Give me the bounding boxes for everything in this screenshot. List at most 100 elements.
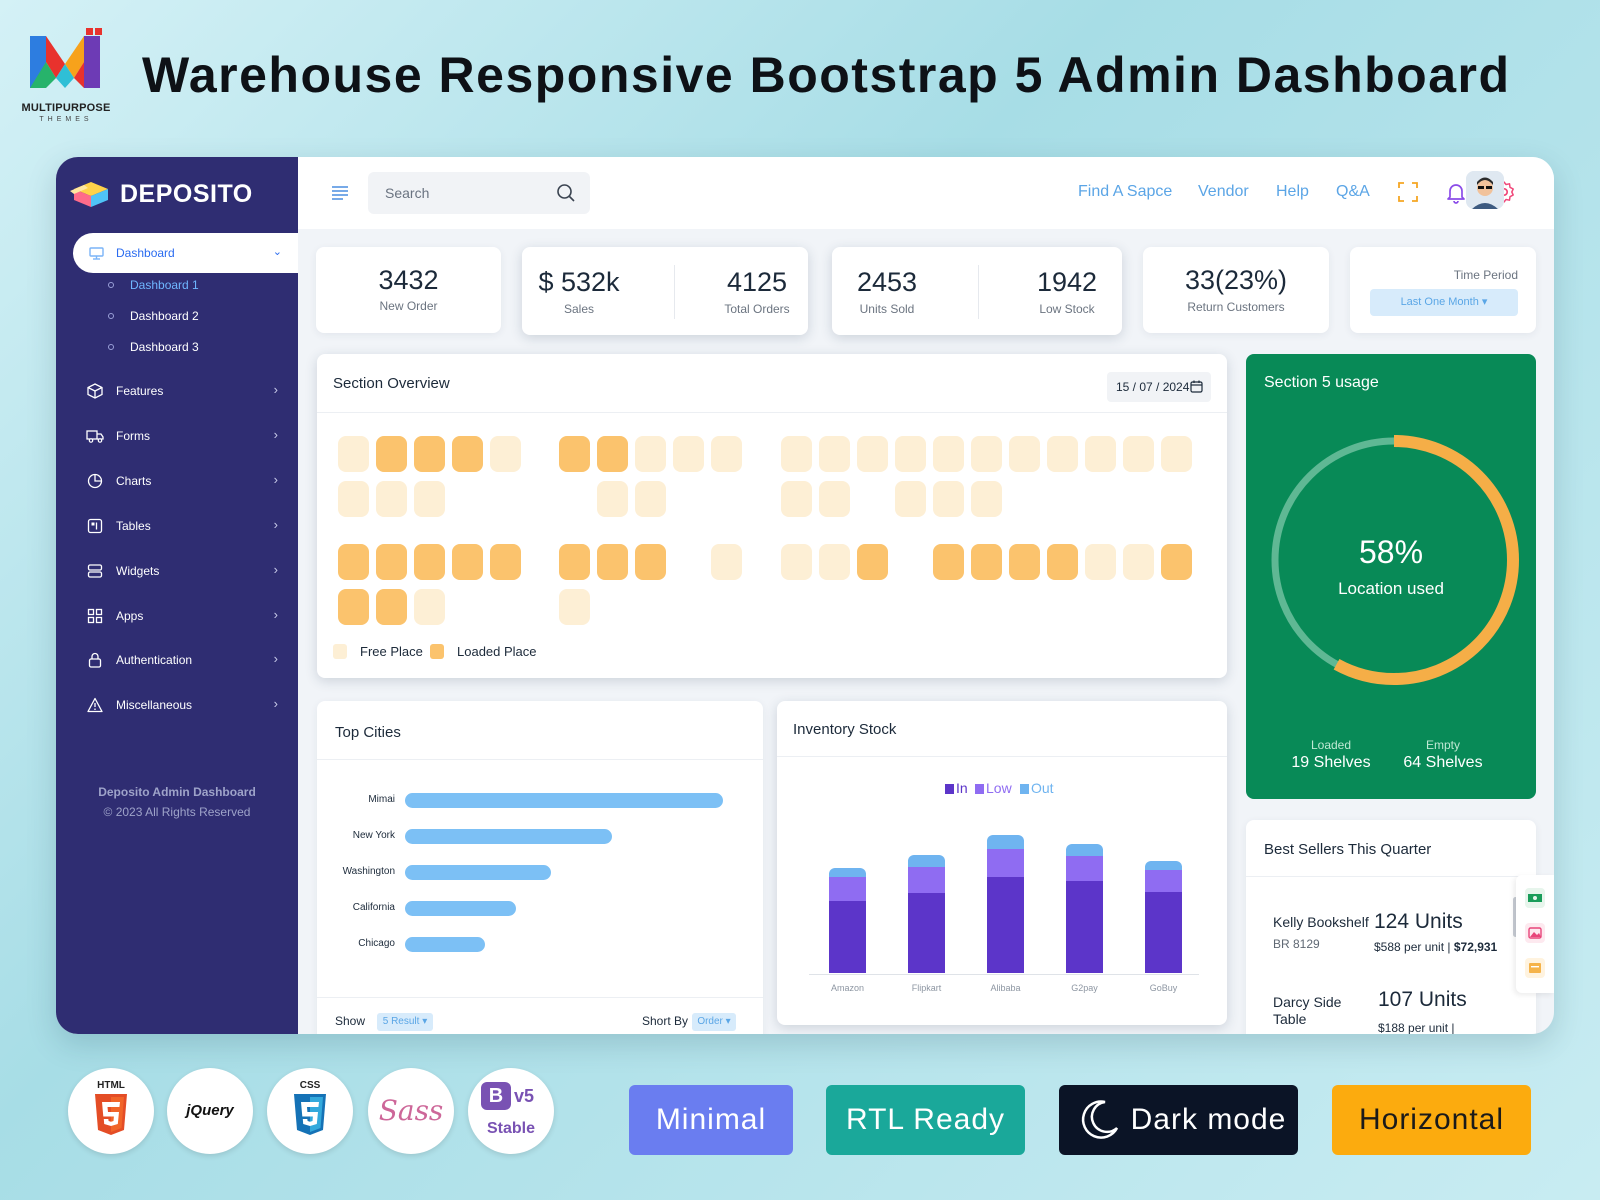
shelf-cell-loaded[interactable]	[1161, 544, 1192, 580]
bar-segment-out[interactable]	[1145, 861, 1182, 870]
nav-link-vendor[interactable]: Vendor	[1198, 183, 1249, 200]
bell-icon[interactable]	[1444, 180, 1468, 204]
shelf-cell-free[interactable]	[338, 436, 369, 472]
fullscreen-icon[interactable]	[1396, 180, 1420, 204]
shelf-cell-loaded[interactable]	[559, 436, 590, 472]
shelf-cell-loaded[interactable]	[635, 544, 666, 580]
bar-segment-out[interactable]	[1066, 844, 1103, 856]
shelf-cell-free[interactable]	[933, 436, 964, 472]
shelf-cell-loaded[interactable]	[559, 544, 590, 580]
shelf-cell-free[interactable]	[1123, 436, 1154, 472]
shelf-cell-free[interactable]	[819, 544, 850, 580]
show-dropdown[interactable]: 5 Result ▾	[377, 1013, 433, 1031]
shelf-cell-free[interactable]	[711, 436, 742, 472]
image-icon[interactable]	[1525, 923, 1545, 943]
shelf-cell-loaded[interactable]	[376, 436, 407, 472]
shelf-cell-free[interactable]	[781, 436, 812, 472]
nav-link-qa[interactable]: Q&A	[1336, 183, 1370, 200]
bar-segment-low[interactable]	[1145, 870, 1182, 892]
sidebar-item-forms[interactable]: Forms ›	[86, 424, 282, 448]
shelf-cell-free[interactable]	[1047, 436, 1078, 472]
money-icon[interactable]	[1525, 888, 1545, 908]
bar-segment-in[interactable]	[1066, 881, 1103, 973]
shelf-cell-free[interactable]	[376, 481, 407, 517]
shelf-cell-free[interactable]	[971, 436, 1002, 472]
shelf-cell-loaded[interactable]	[414, 436, 445, 472]
time-period-dropdown[interactable]: Last One Month ▾	[1370, 289, 1518, 316]
shelf-cell-free[interactable]	[1161, 436, 1192, 472]
city-bar[interactable]	[405, 829, 612, 844]
city-bar[interactable]	[405, 793, 723, 808]
shelf-cell-free[interactable]	[673, 436, 704, 472]
sidebar-subitem-dashboard-3[interactable]: Dashboard 3	[108, 340, 199, 354]
shelf-cell-free[interactable]	[635, 481, 666, 517]
sidebar-subitem-dashboard-1[interactable]: Dashboard 1	[108, 278, 199, 292]
nav-link-find-space[interactable]: Find A Sapce	[1078, 183, 1173, 200]
shelf-cell-free[interactable]	[1123, 544, 1154, 580]
sidebar-item-tables[interactable]: Tables ›	[86, 514, 282, 538]
shelf-cell-free[interactable]	[971, 481, 1002, 517]
avatar[interactable]	[1466, 171, 1504, 209]
shelf-cell-loaded[interactable]	[1009, 544, 1040, 580]
shelf-cell-free[interactable]	[1085, 544, 1116, 580]
shelf-cell-loaded[interactable]	[452, 544, 483, 580]
shelf-cell-free[interactable]	[635, 436, 666, 472]
menu-icon[interactable]	[330, 182, 350, 202]
sidebar-item-widgets[interactable]: Widgets ›	[86, 559, 282, 583]
shelf-cell-loaded[interactable]	[597, 436, 628, 472]
sidebar-subitem-dashboard-2[interactable]: Dashboard 2	[108, 309, 199, 323]
bar-segment-out[interactable]	[908, 855, 945, 867]
bar-segment-low[interactable]	[1066, 856, 1103, 881]
shelf-cell-free[interactable]	[895, 481, 926, 517]
shelf-cell-loaded[interactable]	[597, 544, 628, 580]
city-bar[interactable]	[405, 937, 485, 952]
note-icon[interactable]	[1525, 958, 1545, 978]
shelf-cell-free[interactable]	[414, 481, 445, 517]
bar-segment-low[interactable]	[829, 877, 866, 901]
bar-segment-out[interactable]	[987, 835, 1024, 849]
shelf-cell-free[interactable]	[1009, 436, 1040, 472]
shelf-cell-free[interactable]	[933, 481, 964, 517]
shelf-cell-loaded[interactable]	[414, 544, 445, 580]
shelf-cell-loaded[interactable]	[857, 544, 888, 580]
shelf-cell-loaded[interactable]	[376, 589, 407, 625]
shelf-cell-free[interactable]	[559, 589, 590, 625]
shelf-cell-loaded[interactable]	[338, 589, 369, 625]
bar-segment-in[interactable]	[908, 893, 945, 973]
bar-segment-in[interactable]	[1145, 892, 1182, 973]
sidebar-item-miscellaneous[interactable]: Miscellaneous ›	[86, 693, 282, 717]
shelf-cell-free[interactable]	[781, 544, 812, 580]
shelf-cell-free[interactable]	[414, 589, 445, 625]
city-bar[interactable]	[405, 865, 552, 880]
shelf-cell-loaded[interactable]	[338, 544, 369, 580]
sidebar-item-features[interactable]: Features ›	[86, 379, 282, 403]
shelf-cell-free[interactable]	[490, 436, 521, 472]
sidebar-item-charts[interactable]: Charts ›	[86, 469, 282, 493]
bar-segment-in[interactable]	[987, 877, 1024, 973]
bar-segment-low[interactable]	[987, 849, 1024, 877]
shelf-cell-free[interactable]	[711, 544, 742, 580]
shelf-cell-loaded[interactable]	[490, 544, 521, 580]
shelf-cell-free[interactable]	[819, 481, 850, 517]
shelf-cell-free[interactable]	[597, 481, 628, 517]
nav-link-help[interactable]: Help	[1276, 183, 1309, 200]
search-icon[interactable]	[556, 183, 576, 203]
sidebar-item-authentication[interactable]: Authentication ›	[86, 648, 282, 672]
shelf-cell-free[interactable]	[781, 481, 812, 517]
shelf-cell-free[interactable]	[1085, 436, 1116, 472]
scrollbar[interactable]	[1513, 897, 1518, 937]
bar-segment-in[interactable]	[829, 901, 866, 973]
city-bar[interactable]	[405, 901, 517, 916]
sidebar-item-apps[interactable]: Apps ›	[86, 604, 282, 628]
deposito-logo[interactable]: DEPOSITO	[70, 179, 253, 209]
shelf-cell-loaded[interactable]	[971, 544, 1002, 580]
search-input[interactable]: Search	[368, 172, 590, 214]
shelf-cell-free[interactable]	[857, 436, 888, 472]
bar-segment-low[interactable]	[908, 867, 945, 893]
bar-segment-out[interactable]	[829, 868, 866, 877]
shelf-cell-loaded[interactable]	[1047, 544, 1078, 580]
shelf-cell-free[interactable]	[819, 436, 850, 472]
sidebar-item-dashboard[interactable]: Dashboard ⌄	[73, 233, 298, 273]
shelf-cell-loaded[interactable]	[452, 436, 483, 472]
shelf-cell-loaded[interactable]	[933, 544, 964, 580]
